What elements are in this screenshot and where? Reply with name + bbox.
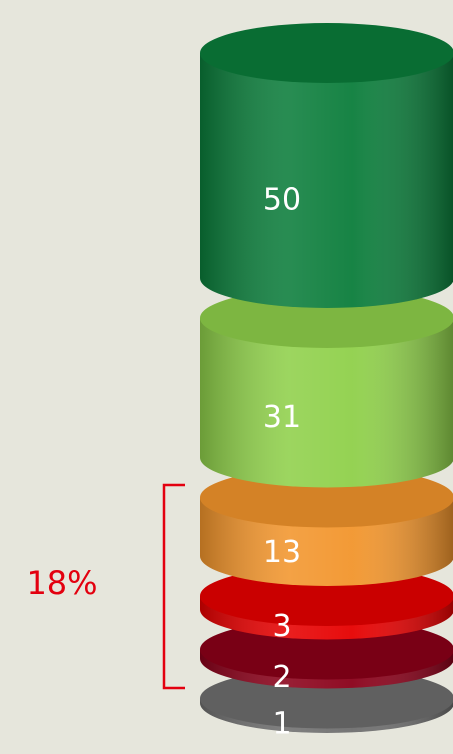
value-label: 13 bbox=[263, 535, 301, 570]
value-label: 50 bbox=[263, 182, 301, 217]
value-label: 3 bbox=[272, 609, 291, 644]
value-label: 2 bbox=[272, 660, 291, 695]
cylinder-top-shade bbox=[200, 23, 453, 83]
cylinder-top bbox=[200, 23, 453, 83]
value-label: 1 bbox=[272, 706, 291, 741]
cylinder-segment bbox=[200, 288, 453, 488]
cylinder-segment bbox=[200, 23, 453, 308]
bracket bbox=[162, 483, 185, 690]
annotation-group: 18% bbox=[26, 483, 185, 690]
value-label: 31 bbox=[263, 400, 301, 435]
annotation: 18% bbox=[26, 564, 97, 602]
cylinder-shade bbox=[200, 53, 453, 308]
cylinder-shade bbox=[200, 318, 453, 488]
